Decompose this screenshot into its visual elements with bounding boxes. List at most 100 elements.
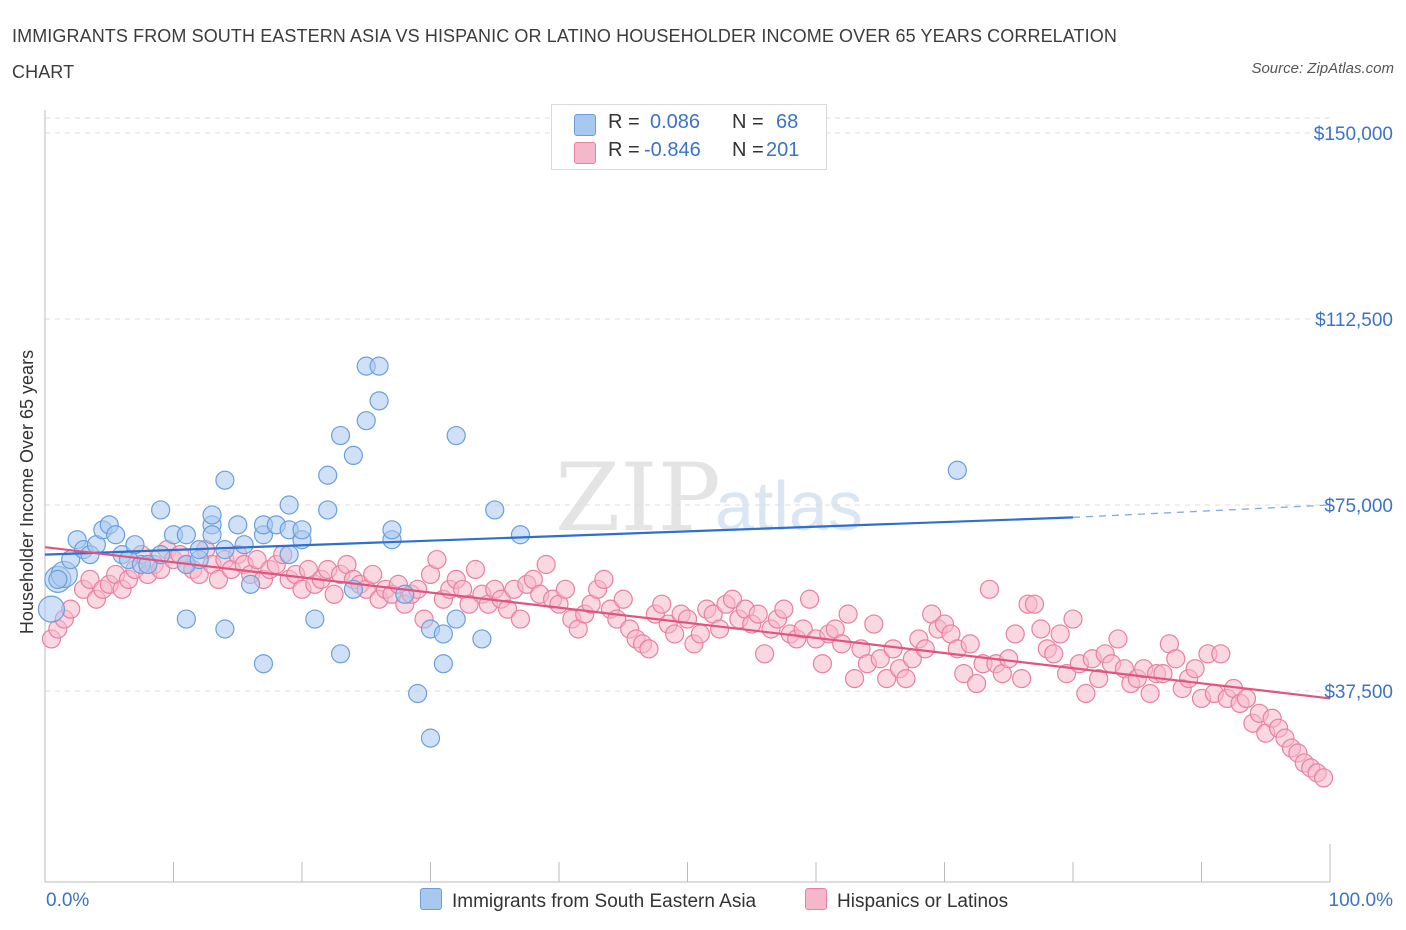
sea-point xyxy=(305,609,325,629)
hispanic-point xyxy=(1236,688,1257,709)
y-tick-label: $75,000 xyxy=(1324,496,1393,517)
hispanic-point xyxy=(247,549,267,570)
hispanic-point xyxy=(1108,629,1128,649)
series-legend-hispanic: Hispanics or Latinos xyxy=(805,888,1008,913)
sea-point xyxy=(48,569,68,590)
legend-r-value: 0.086 xyxy=(650,111,701,133)
sea-point xyxy=(472,629,492,649)
hispanic-point xyxy=(665,624,685,644)
sea-point xyxy=(947,460,967,480)
hispanic-point xyxy=(639,639,659,659)
legend-swatch-blue xyxy=(574,114,596,136)
legend-n-label: N = xyxy=(732,139,764,161)
legend-n-value: 68 xyxy=(776,111,799,133)
hispanic-point xyxy=(1313,768,1334,788)
sea-point xyxy=(215,540,235,560)
sea-point xyxy=(330,644,351,664)
hispanic-point xyxy=(999,649,1019,669)
hispanic-point xyxy=(613,589,633,609)
hispanic-trendline xyxy=(44,546,1331,700)
sea-point xyxy=(343,445,363,465)
sea-point xyxy=(408,683,428,704)
sea-point xyxy=(446,609,466,629)
trendlines xyxy=(44,504,1331,700)
hispanic-point xyxy=(1011,668,1032,689)
sea-point xyxy=(253,654,274,674)
hispanic-point xyxy=(324,584,344,604)
hispanic-point xyxy=(498,599,518,619)
hispanic-point xyxy=(80,569,100,590)
grid xyxy=(45,117,1330,692)
hispanic-point xyxy=(896,668,916,689)
y-tick-label: $150,000 xyxy=(1314,124,1393,145)
hispanic-point xyxy=(870,649,890,669)
sea-point xyxy=(202,505,222,525)
hispanic-point xyxy=(864,614,884,634)
hispanic-point xyxy=(1185,659,1205,679)
sea-point xyxy=(420,728,441,748)
hispanic-points xyxy=(41,540,1334,788)
sea-point xyxy=(446,425,466,446)
sea-point xyxy=(485,500,505,520)
hispanic-point xyxy=(1005,624,1025,644)
y-tick-label: $112,500 xyxy=(1315,310,1393,331)
sea-point xyxy=(356,411,376,431)
hispanic-point xyxy=(960,634,980,654)
hispanic-point xyxy=(1211,644,1231,664)
series-legend-sea: Immigrants from South Eastern Asia xyxy=(420,888,756,913)
sea-point xyxy=(176,609,196,629)
sea-points xyxy=(37,356,967,748)
hispanic-point xyxy=(208,569,229,590)
hispanic-point xyxy=(915,639,935,659)
hispanic-point xyxy=(1024,594,1045,614)
hispanic-point xyxy=(844,668,865,689)
sea-point xyxy=(215,619,235,639)
series-swatch-pink xyxy=(805,888,827,910)
sea-point xyxy=(510,525,531,545)
series-name-hispanic: Hispanics or Latinos xyxy=(837,891,1009,912)
hispanic-point xyxy=(1076,683,1096,704)
x-tick-max: 100.0% xyxy=(1328,890,1393,911)
hispanic-point xyxy=(363,564,383,585)
legend-r-label: R = xyxy=(608,111,640,133)
hispanic-point xyxy=(967,673,987,694)
hispanic-point xyxy=(555,579,576,599)
hispanic-point xyxy=(793,619,813,639)
sea-point xyxy=(318,465,338,485)
axes xyxy=(44,110,1331,883)
hispanic-point xyxy=(799,589,820,609)
hispanic-point xyxy=(594,569,614,590)
sea-point xyxy=(37,595,66,623)
sea-point xyxy=(228,515,248,535)
legend-n-label: N = xyxy=(732,111,764,133)
hispanic-point xyxy=(1140,683,1160,704)
sea-point xyxy=(318,500,338,520)
hispanic-point xyxy=(1166,649,1186,669)
watermark-zip: ZIP xyxy=(555,444,721,553)
hispanic-point xyxy=(838,604,858,624)
sea-point xyxy=(292,520,312,540)
legend-swatch-pink xyxy=(574,142,596,164)
hispanic-point xyxy=(1050,624,1070,644)
legend-r-label: R = xyxy=(608,139,640,161)
x-tick-min: 0.0% xyxy=(46,890,90,911)
hispanic-point xyxy=(427,549,447,570)
hispanic-point xyxy=(1044,644,1064,664)
legend-r-value: -0.846 xyxy=(644,139,701,161)
hispanic-point xyxy=(979,579,1000,599)
series-swatch-blue xyxy=(420,888,442,910)
hispanic-point xyxy=(954,664,974,684)
hispanic-point xyxy=(754,644,775,664)
y-tick-label: $37,500 xyxy=(1324,682,1393,703)
hispanic-point xyxy=(748,604,768,624)
sea-point xyxy=(279,495,299,515)
sea-point xyxy=(382,520,402,540)
hispanic-point xyxy=(1063,609,1083,629)
sea-point xyxy=(369,391,389,411)
sea-point xyxy=(241,574,261,594)
hispanic-point xyxy=(722,589,743,609)
hispanic-point xyxy=(1089,668,1109,689)
sea-point xyxy=(106,525,126,545)
series-name-sea: Immigrants from South Eastern Asia xyxy=(452,891,757,912)
hispanic-point xyxy=(812,654,833,674)
